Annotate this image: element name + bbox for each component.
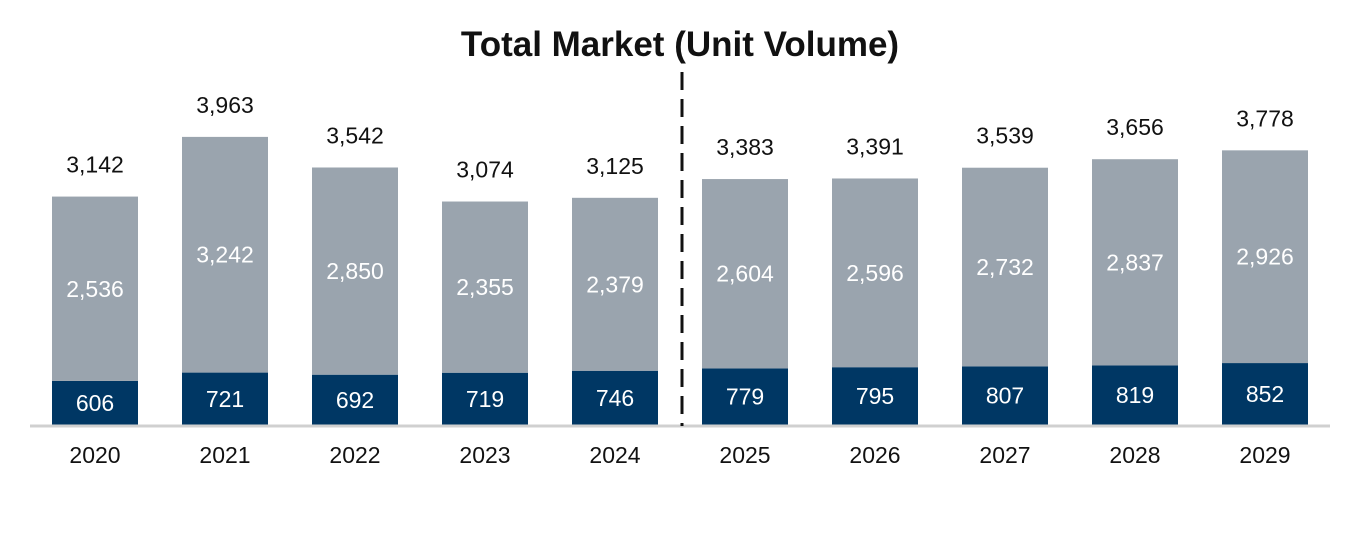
x-tick-2027: 2027 xyxy=(979,442,1030,468)
total-label-2023: 3,074 xyxy=(456,157,514,183)
data-label-bottom-2023: 719 xyxy=(466,386,504,412)
labels-layer: 606 2,536 3,142 2020 721 3,242 3,963 2021 692 2,8… xyxy=(66,92,1294,468)
total-label-2026: 3,391 xyxy=(846,133,904,159)
data-label-top-2029: 2,926 xyxy=(1236,244,1294,270)
data-label-top-2028: 2,837 xyxy=(1106,249,1164,275)
bar-segment-top-2025 xyxy=(702,179,788,369)
x-tick-2026: 2026 xyxy=(849,442,900,468)
bar-segment-bottom-2021 xyxy=(182,372,268,425)
data-label-top-2021: 3,242 xyxy=(196,242,254,268)
data-label-bottom-2020: 606 xyxy=(76,390,114,416)
bar-segment-top-2023 xyxy=(442,201,528,373)
data-label-bottom-2021: 721 xyxy=(206,386,244,412)
bar-segment-bottom-2024 xyxy=(572,370,658,425)
data-label-bottom-2026: 795 xyxy=(856,383,894,409)
data-label-top-2025: 2,604 xyxy=(716,261,774,287)
x-tick-2022: 2022 xyxy=(329,442,380,468)
data-label-bottom-2024: 746 xyxy=(596,385,634,411)
bar-segment-top-2027 xyxy=(962,167,1048,367)
data-label-top-2023: 2,355 xyxy=(456,274,514,300)
total-label-2025: 3,383 xyxy=(716,134,774,160)
data-label-top-2022: 2,850 xyxy=(326,258,384,284)
bar-segment-bottom-2022 xyxy=(312,374,398,425)
data-label-bottom-2029: 852 xyxy=(1246,381,1284,407)
data-label-bottom-2025: 779 xyxy=(726,384,764,410)
total-label-2028: 3,656 xyxy=(1106,114,1164,140)
total-label-2027: 3,539 xyxy=(976,123,1034,149)
total-label-2024: 3,125 xyxy=(586,153,644,179)
bar-segment-bottom-2027 xyxy=(962,366,1048,425)
bar-segment-top-2024 xyxy=(572,197,658,371)
x-tick-2024: 2024 xyxy=(589,442,640,468)
bar-segment-top-2029 xyxy=(1222,150,1308,364)
bar-segment-bottom-2028 xyxy=(1092,365,1178,425)
data-label-bottom-2028: 819 xyxy=(1116,382,1154,408)
bar-segment-bottom-2020 xyxy=(52,380,138,425)
data-label-bottom-2022: 692 xyxy=(336,387,374,413)
bar-segment-top-2020 xyxy=(52,196,138,381)
data-label-top-2026: 2,596 xyxy=(846,260,904,286)
x-tick-2021: 2021 xyxy=(199,442,250,468)
bar-segment-top-2028 xyxy=(1092,159,1178,366)
bar-segment-top-2021 xyxy=(182,136,268,373)
x-tick-2028: 2028 xyxy=(1109,442,1160,468)
data-label-bottom-2027: 807 xyxy=(986,383,1024,409)
total-label-2021: 3,963 xyxy=(196,92,254,118)
bar-segment-bottom-2023 xyxy=(442,372,528,425)
x-tick-2020: 2020 xyxy=(69,442,120,468)
bar-segment-bottom-2025 xyxy=(702,368,788,425)
bars-layer xyxy=(52,136,1308,425)
x-tick-2023: 2023 xyxy=(459,442,510,468)
total-label-2022: 3,542 xyxy=(326,122,384,148)
x-tick-2029: 2029 xyxy=(1239,442,1290,468)
data-label-top-2024: 2,379 xyxy=(586,271,644,297)
bar-segment-bottom-2026 xyxy=(832,367,918,425)
data-label-top-2027: 2,732 xyxy=(976,254,1034,280)
bar-segment-top-2026 xyxy=(832,178,918,368)
chart-title: Total Market (Unit Volume) xyxy=(461,25,899,64)
x-tick-2025: 2025 xyxy=(719,442,770,468)
bar-segment-top-2022 xyxy=(312,167,398,375)
total-label-2029: 3,778 xyxy=(1236,105,1294,131)
total-label-2020: 3,142 xyxy=(66,152,124,178)
data-label-top-2020: 2,536 xyxy=(66,276,124,302)
bar-segment-bottom-2029 xyxy=(1222,363,1308,425)
